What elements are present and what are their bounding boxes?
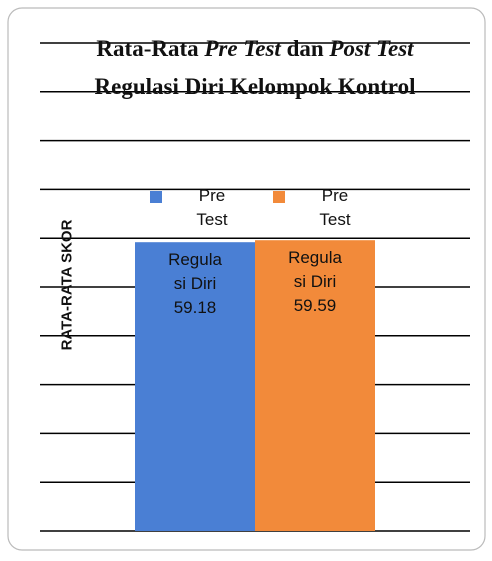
data-label: Regulasi Diri 59.18 [135, 248, 255, 320]
legend-label: Pre Test [319, 186, 351, 229]
legend-swatch [273, 191, 285, 203]
bar [255, 240, 375, 531]
data-label: Regulasi Diri 59.59 [255, 246, 375, 318]
chart-border [7, 7, 486, 551]
title-part: dan [280, 36, 330, 61]
data-label-category: Regulasi Diri [168, 250, 222, 294]
bar [135, 242, 255, 531]
y-axis-label: RATA-RATA SKOR [58, 219, 76, 351]
title-part: Rata-Rata [96, 36, 205, 61]
chart-title: Rata-Rata Pre Test dan Post Test Regulas… [90, 30, 420, 106]
title-part: Post Test [329, 36, 414, 61]
title-part: Regulasi Diri Kelompok Kontrol [94, 74, 416, 99]
legend-label: Pre Test [196, 186, 228, 229]
data-label-value: 59.59 [293, 296, 337, 316]
title-part: Pre Test [204, 36, 281, 61]
data-label-value: 59.18 [173, 298, 217, 318]
data-label-category: Regulasi Diri [288, 248, 342, 292]
legend-swatch [150, 191, 162, 203]
